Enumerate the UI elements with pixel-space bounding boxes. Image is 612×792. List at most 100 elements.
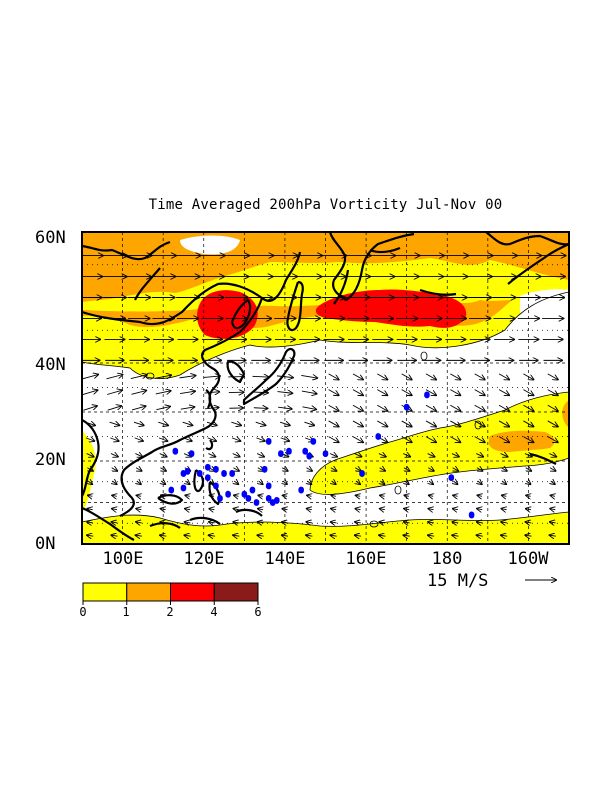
wind-vector xyxy=(276,376,293,378)
storm-icon xyxy=(424,391,430,399)
wind-vector xyxy=(110,454,118,457)
wind-vector xyxy=(255,422,266,425)
wind-vector xyxy=(159,454,167,457)
wind-vector xyxy=(302,407,316,410)
wind-vector xyxy=(160,535,167,536)
wind-vector xyxy=(477,495,481,496)
storm-icon xyxy=(188,450,195,458)
wind-vector xyxy=(501,468,507,471)
wind-vector xyxy=(135,454,142,457)
wind-vector xyxy=(207,438,216,441)
storm-icon xyxy=(468,511,475,519)
wind-vector xyxy=(233,468,239,471)
storm-icon xyxy=(359,470,365,477)
wind-vector xyxy=(88,509,93,510)
wind-vector xyxy=(183,438,191,441)
wind-vector xyxy=(182,422,193,425)
wind-vector xyxy=(501,522,507,523)
storm-icon xyxy=(213,482,219,490)
wind-vector xyxy=(282,535,289,536)
wind-vector xyxy=(252,376,269,377)
lat-label-40n: 40N xyxy=(35,355,66,375)
wind-vector xyxy=(425,404,436,411)
wind-vector xyxy=(476,454,483,457)
storm-icon xyxy=(265,437,272,445)
colorbar-label-6: 6 xyxy=(254,605,262,619)
wind-vector xyxy=(427,454,435,457)
wind-vector xyxy=(550,509,555,510)
wind-vector xyxy=(204,392,219,393)
wind-vector xyxy=(547,389,558,396)
wind-vector xyxy=(258,509,263,510)
wind-vector xyxy=(307,468,313,471)
wind-vector xyxy=(354,454,362,457)
wind-vector xyxy=(450,420,460,427)
wind-vector xyxy=(87,522,94,523)
wind-vector xyxy=(155,391,171,394)
wind-vector xyxy=(85,438,94,441)
wind-vector xyxy=(377,389,387,396)
wind-vector xyxy=(328,436,339,443)
wind-vector xyxy=(88,495,92,496)
wind-vector xyxy=(425,389,436,396)
wind-vector xyxy=(429,495,433,496)
wind-vector xyxy=(301,391,317,394)
wind-vector xyxy=(87,468,93,471)
storm-icon xyxy=(184,467,191,475)
lat-label-20n: 20N xyxy=(35,450,66,470)
wind-vector xyxy=(161,495,165,496)
wind-vector xyxy=(112,522,118,523)
wind-vector xyxy=(161,481,165,484)
wind-vector xyxy=(425,373,436,380)
wind-vector xyxy=(526,509,531,510)
wind-vector xyxy=(477,468,483,471)
wind-vector xyxy=(209,522,215,523)
storm-icon xyxy=(204,463,211,471)
wind-vector xyxy=(404,495,408,496)
wind-vector xyxy=(205,407,219,408)
wind-vector xyxy=(306,535,313,536)
wind-vector xyxy=(156,407,170,410)
wind-vector xyxy=(112,509,117,510)
coastlines xyxy=(82,232,569,541)
wind-vector xyxy=(551,481,555,484)
vorticity-white-hole xyxy=(180,235,569,330)
wind-vector xyxy=(526,495,530,496)
storm-icon xyxy=(180,484,187,492)
colorbar-swatch xyxy=(82,582,128,602)
wind-vector xyxy=(277,392,293,394)
wind-vector xyxy=(256,454,264,457)
colorbar-label-2: 2 xyxy=(166,605,174,619)
wind-vector xyxy=(380,509,385,510)
wind-vector xyxy=(474,420,485,427)
wind-vector xyxy=(428,468,434,471)
wind-vector xyxy=(253,392,268,393)
storm-icon xyxy=(375,433,382,440)
wind-vector xyxy=(185,495,189,496)
wind-vector xyxy=(523,373,533,380)
storm-icon xyxy=(322,450,329,458)
lon-label-120e: 120E xyxy=(183,549,225,569)
storm-icon xyxy=(448,474,455,482)
wind-vector xyxy=(278,407,292,409)
wind-vector xyxy=(526,468,532,471)
wind-vector xyxy=(453,495,457,496)
storm-icon xyxy=(213,465,219,473)
wind-vector xyxy=(112,481,116,484)
wind-vector xyxy=(131,406,146,410)
wind-vector xyxy=(547,404,558,411)
wind-vector xyxy=(259,481,263,484)
wind-vector xyxy=(355,468,361,471)
wind-vector xyxy=(526,522,532,523)
wind-vector xyxy=(258,495,262,496)
wind-vector xyxy=(352,404,363,411)
wind-vector xyxy=(428,535,435,536)
wind-vector xyxy=(185,481,189,484)
storm-icon xyxy=(261,465,268,473)
storm-icon xyxy=(310,437,317,445)
wind-vector xyxy=(352,373,363,380)
wind-vector xyxy=(502,509,507,510)
wind-vector xyxy=(209,509,214,510)
wind-vector xyxy=(180,391,195,393)
lon-label-100e: 100E xyxy=(102,549,144,569)
